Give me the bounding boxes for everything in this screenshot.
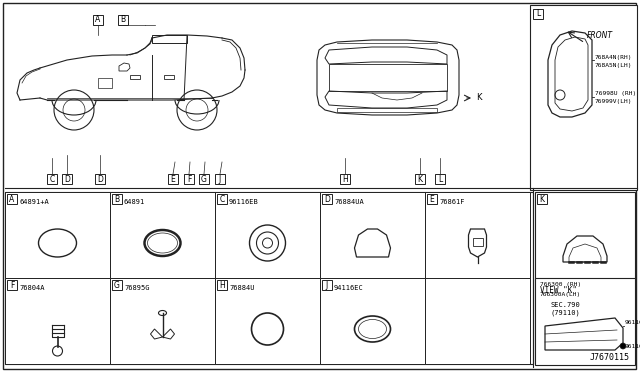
Bar xyxy=(199,174,209,184)
Bar xyxy=(184,174,194,184)
Text: L: L xyxy=(438,174,442,183)
Text: D: D xyxy=(324,195,330,203)
Text: J7670115: J7670115 xyxy=(590,353,630,362)
Text: C: C xyxy=(220,195,225,203)
Text: D: D xyxy=(97,174,103,183)
Circle shape xyxy=(620,343,626,349)
Text: 76884U: 76884U xyxy=(229,285,255,291)
Text: 766300A(LH): 766300A(LH) xyxy=(540,292,581,297)
Bar xyxy=(164,75,174,79)
Text: A: A xyxy=(10,195,15,203)
Bar xyxy=(112,280,122,290)
Bar xyxy=(415,174,425,184)
Text: L: L xyxy=(536,10,540,19)
Text: 64891: 64891 xyxy=(124,199,145,205)
Bar xyxy=(47,174,57,184)
Text: H: H xyxy=(219,280,225,289)
Text: D: D xyxy=(64,174,70,183)
Bar xyxy=(5,278,110,364)
Text: 96116E: 96116E xyxy=(625,320,640,324)
Bar xyxy=(435,174,445,184)
Text: E: E xyxy=(171,174,175,183)
Bar xyxy=(95,174,105,184)
Bar xyxy=(98,78,112,88)
Bar xyxy=(535,278,635,365)
Text: 94116EC: 94116EC xyxy=(334,285,364,291)
Text: VIEW "K": VIEW "K" xyxy=(540,286,577,295)
Bar xyxy=(5,192,533,364)
Bar xyxy=(472,238,483,246)
Bar xyxy=(7,194,17,204)
Bar xyxy=(5,192,110,278)
Bar xyxy=(152,35,187,43)
Text: K: K xyxy=(540,195,545,203)
Text: F: F xyxy=(10,280,14,289)
Bar xyxy=(130,75,140,79)
Bar xyxy=(535,192,635,364)
Bar xyxy=(215,278,320,364)
Text: G: G xyxy=(201,174,207,183)
Bar xyxy=(320,192,425,278)
Text: C: C xyxy=(49,174,54,183)
Text: B: B xyxy=(115,195,120,203)
Text: K: K xyxy=(417,174,422,183)
Text: H: H xyxy=(342,174,348,183)
Text: 76884UA: 76884UA xyxy=(334,199,364,205)
Bar xyxy=(215,174,225,184)
Bar xyxy=(7,280,17,290)
Text: SEC.790: SEC.790 xyxy=(550,302,580,308)
Text: J: J xyxy=(219,174,221,183)
Text: 768A5N(LH): 768A5N(LH) xyxy=(595,62,632,67)
Text: FRONT: FRONT xyxy=(587,31,613,39)
Text: (79110): (79110) xyxy=(550,310,580,317)
Bar xyxy=(110,278,215,364)
Bar xyxy=(118,15,128,25)
Bar xyxy=(322,280,332,290)
Bar xyxy=(427,194,437,204)
Bar xyxy=(215,192,320,278)
Text: B: B xyxy=(120,16,125,25)
Text: 76895G: 76895G xyxy=(124,285,150,291)
Text: 768A4N(RH): 768A4N(RH) xyxy=(595,55,632,60)
Text: A: A xyxy=(95,16,100,25)
Bar xyxy=(93,15,103,25)
Bar xyxy=(340,174,350,184)
Bar xyxy=(425,278,530,364)
Bar xyxy=(533,9,543,19)
Text: E: E xyxy=(429,195,435,203)
Text: 64891+A: 64891+A xyxy=(19,199,49,205)
Text: 76804A: 76804A xyxy=(19,285,45,291)
Bar xyxy=(217,194,227,204)
Bar xyxy=(530,5,637,190)
Bar xyxy=(322,194,332,204)
Bar xyxy=(537,194,547,204)
Text: 76998U (RH): 76998U (RH) xyxy=(595,90,636,96)
Text: 96116EB: 96116EB xyxy=(229,199,259,205)
Text: F: F xyxy=(187,174,191,183)
Bar xyxy=(217,280,227,290)
Text: 766300 (RH): 766300 (RH) xyxy=(540,282,581,287)
Text: G: G xyxy=(114,280,120,289)
Bar xyxy=(425,192,530,278)
Bar xyxy=(62,174,72,184)
Text: 76999V(LH): 76999V(LH) xyxy=(595,99,632,103)
Text: K: K xyxy=(476,93,481,103)
Bar xyxy=(320,278,425,364)
Bar xyxy=(112,194,122,204)
Text: J: J xyxy=(326,280,328,289)
Text: 76861F: 76861F xyxy=(439,199,465,205)
Text: 96116EB: 96116EB xyxy=(625,343,640,349)
Bar xyxy=(110,192,215,278)
Bar xyxy=(168,174,178,184)
